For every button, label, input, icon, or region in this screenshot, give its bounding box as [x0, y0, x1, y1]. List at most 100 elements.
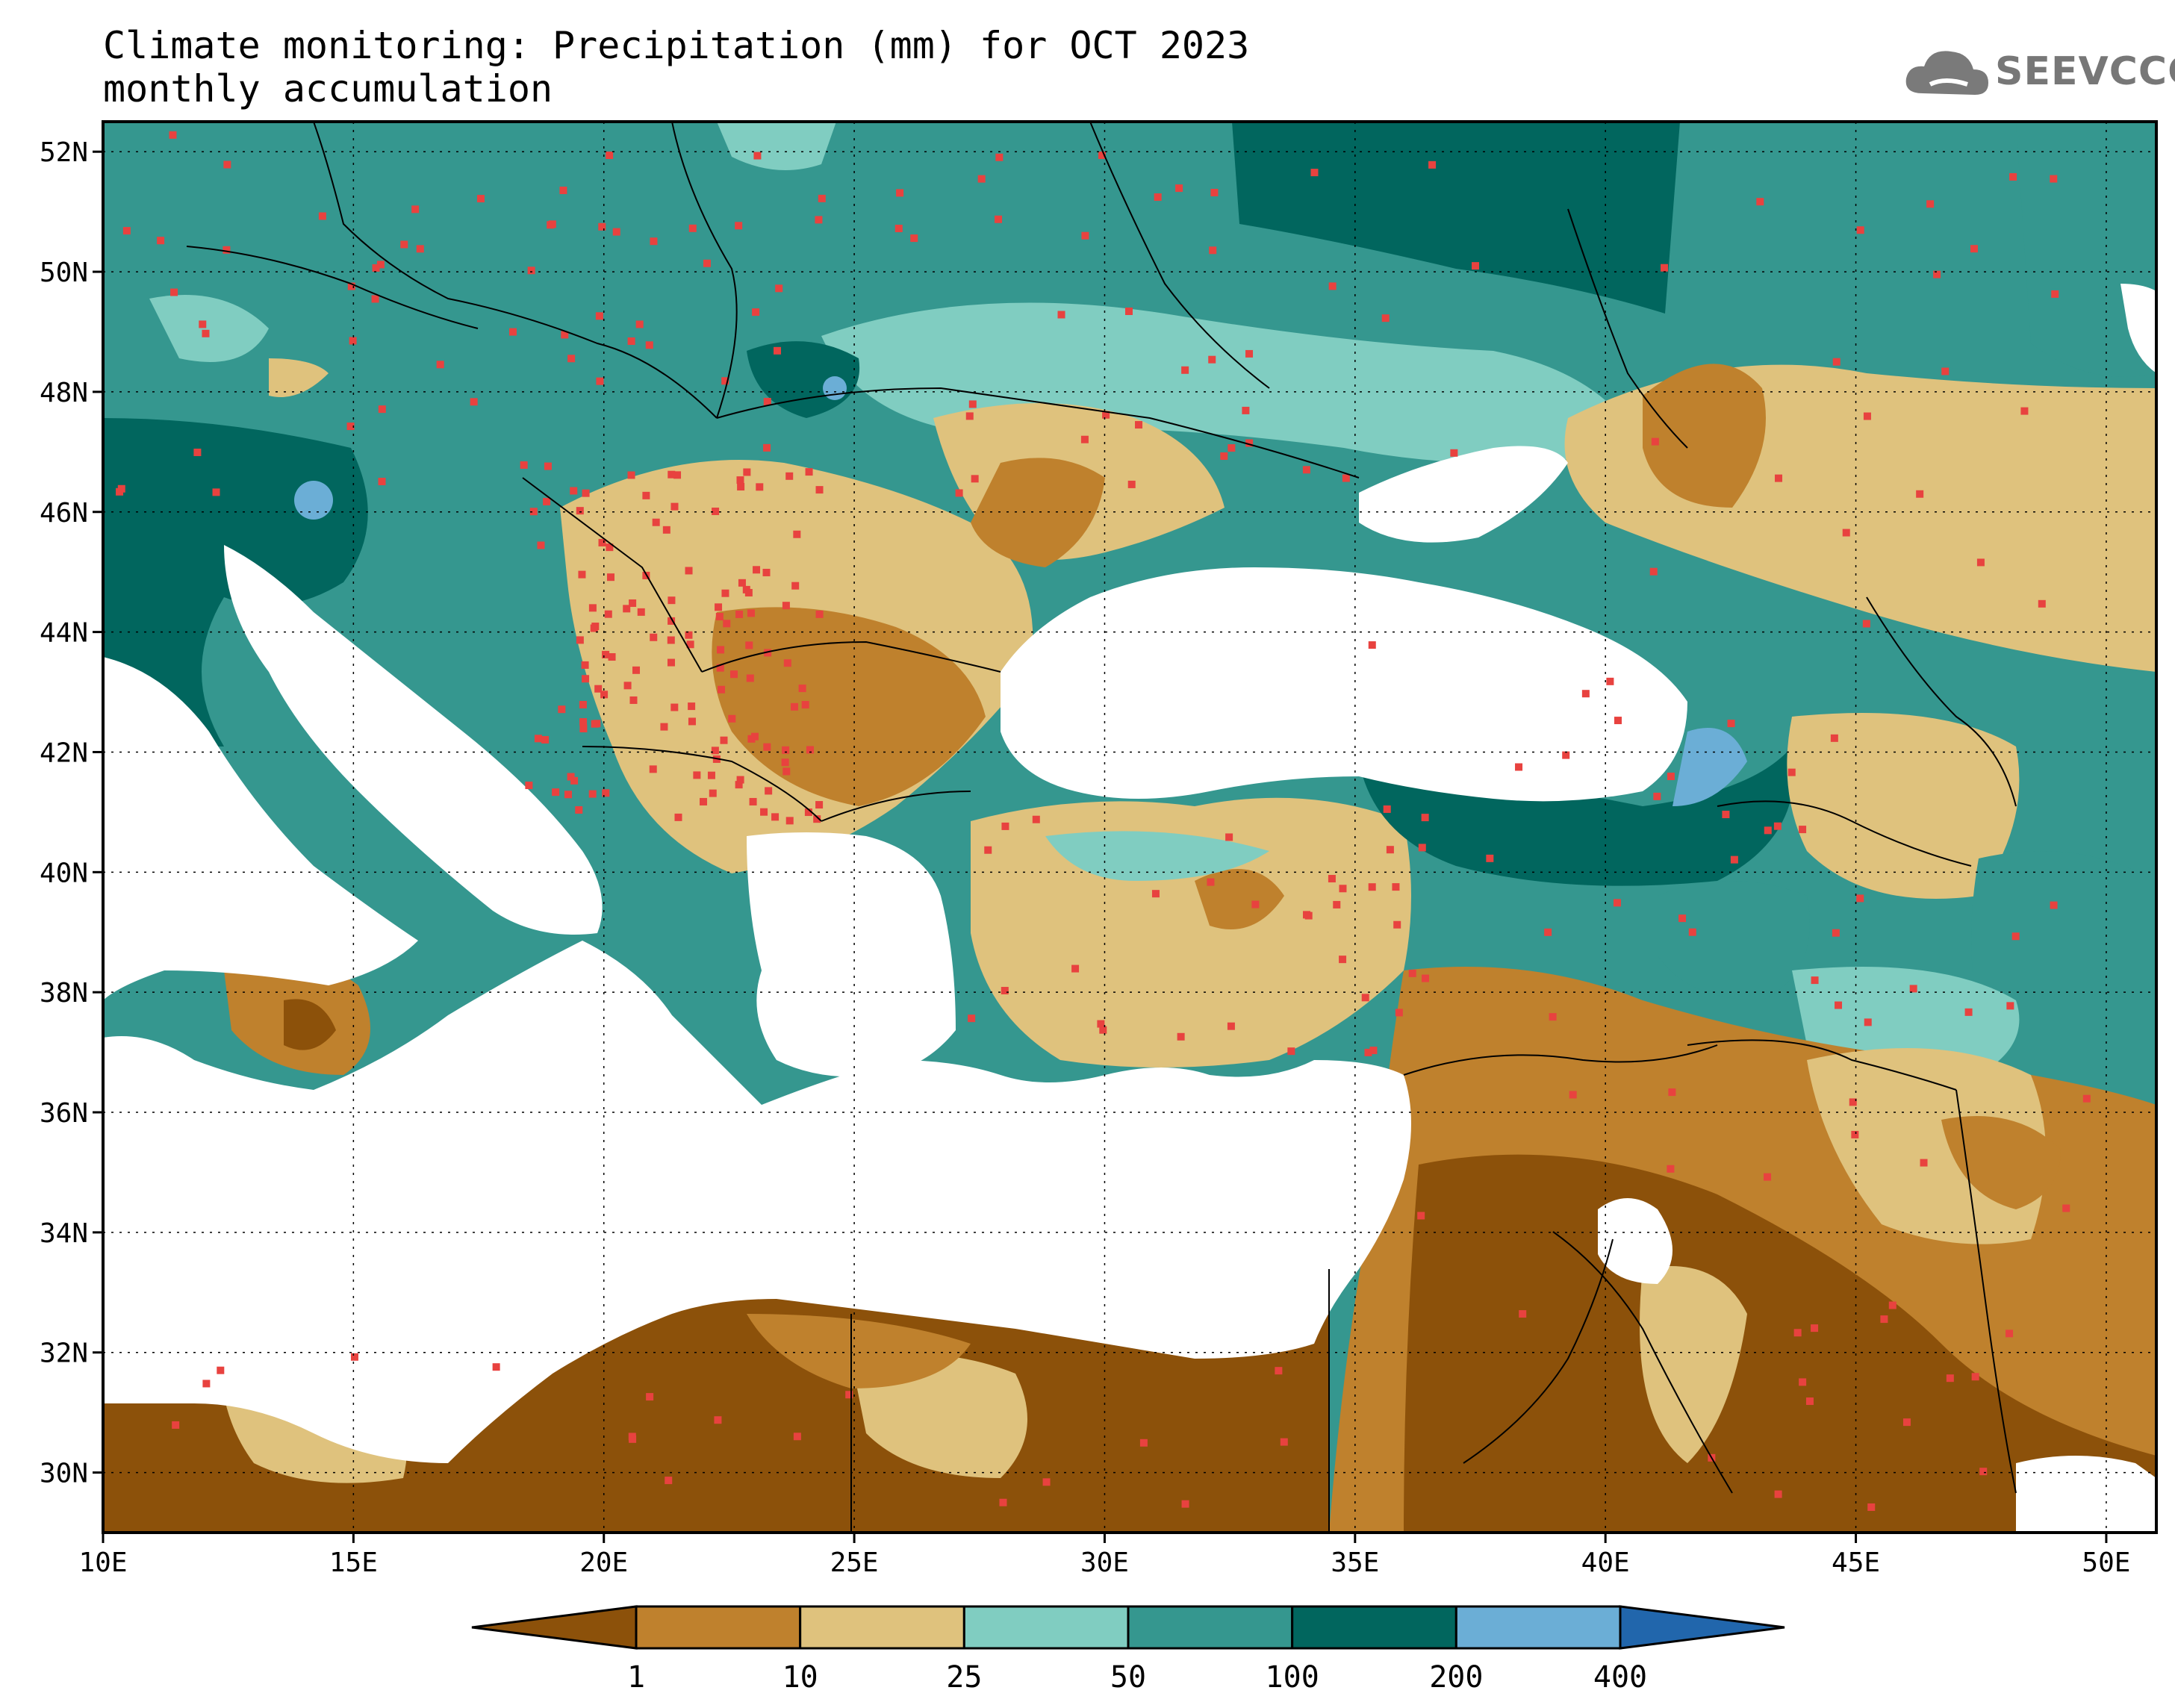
- station-marker: [685, 567, 693, 575]
- lon-tick-label: 50E: [2082, 1548, 2130, 1578]
- station-marker: [1856, 226, 1864, 234]
- station-marker: [1971, 1373, 1979, 1381]
- station-marker: [1207, 878, 1215, 886]
- station-marker: [1310, 169, 1319, 177]
- station-marker: [217, 1366, 225, 1374]
- colorbar-label: 100: [1266, 1660, 1319, 1695]
- station-marker: [1361, 994, 1369, 1002]
- station-marker: [1245, 349, 1254, 358]
- station-marker: [721, 589, 729, 597]
- station-marker: [1342, 474, 1350, 482]
- station-marker: [1688, 928, 1696, 936]
- station-marker: [1280, 1438, 1288, 1446]
- lon-tick-label: 25E: [830, 1548, 879, 1578]
- station-marker: [347, 282, 355, 290]
- station-marker: [595, 312, 603, 320]
- station-marker: [612, 228, 620, 236]
- station-marker: [543, 497, 551, 505]
- station-marker: [598, 222, 606, 231]
- station-marker: [193, 448, 202, 456]
- station-marker: [1606, 677, 1614, 685]
- station-marker: [738, 579, 746, 587]
- station-marker: [760, 808, 768, 816]
- station-marker: [896, 189, 904, 197]
- station-marker: [1902, 1418, 1911, 1427]
- station-marker: [544, 462, 552, 470]
- station-marker: [602, 650, 610, 658]
- colorbar-label: 25: [946, 1660, 982, 1695]
- station-marker: [1181, 366, 1189, 374]
- station-marker: [349, 337, 357, 345]
- lon-tick-label: 20E: [579, 1548, 628, 1578]
- station-marker: [688, 717, 696, 726]
- station-marker: [1581, 690, 1590, 698]
- station-marker: [762, 568, 771, 576]
- station-marker: [781, 758, 789, 767]
- station-marker: [747, 735, 756, 743]
- station-marker: [995, 153, 1004, 161]
- station-marker: [1099, 1026, 1107, 1034]
- station-marker: [1970, 245, 1978, 253]
- station-marker: [588, 790, 597, 798]
- station-marker: [650, 633, 658, 641]
- station-marker: [735, 610, 744, 618]
- station-marker: [223, 160, 231, 169]
- station-marker: [688, 224, 697, 232]
- station-marker: [763, 398, 771, 406]
- station-marker: [2011, 932, 2020, 941]
- station-marker: [673, 471, 682, 479]
- station-marker: [1369, 1047, 1378, 1055]
- station-marker: [728, 714, 736, 723]
- station-marker: [1472, 262, 1480, 270]
- station-marker: [1364, 1048, 1372, 1056]
- colorbar-low-arrow: [471, 1605, 638, 1650]
- station-marker: [1097, 1020, 1105, 1028]
- station-marker: [470, 398, 478, 406]
- station-marker: [378, 478, 386, 486]
- station-marker: [752, 308, 760, 317]
- station-marker: [798, 685, 806, 693]
- station-marker: [372, 264, 380, 272]
- station-marker: [346, 423, 355, 431]
- lat-tick-label: 50N: [40, 258, 88, 288]
- station-marker: [894, 225, 903, 233]
- station-marker: [1339, 885, 1347, 893]
- station-marker: [1001, 822, 1009, 830]
- lat-tick-label: 36N: [40, 1098, 88, 1129]
- station-marker: [508, 328, 517, 336]
- station-marker: [968, 400, 977, 408]
- station-marker: [1210, 188, 1219, 196]
- station-marker: [1667, 773, 1675, 781]
- station-marker: [575, 805, 583, 814]
- station-marker: [723, 620, 731, 628]
- station-marker: [845, 1391, 853, 1399]
- lat-tick-label: 34N: [40, 1218, 88, 1249]
- station-marker: [642, 491, 650, 499]
- colorbar-swatch: [962, 1605, 1130, 1650]
- station-marker: [1519, 1310, 1527, 1318]
- station-marker: [1614, 717, 1622, 725]
- station-marker: [1805, 1397, 1814, 1406]
- station-marker: [716, 664, 724, 672]
- station-marker: [785, 817, 794, 825]
- station-marker: [2050, 175, 2058, 183]
- station-marker: [756, 483, 764, 491]
- station-marker: [169, 131, 177, 139]
- station-marker: [537, 541, 545, 549]
- lat-tick-label: 52N: [40, 137, 88, 168]
- station-marker: [202, 329, 210, 337]
- station-marker: [745, 641, 753, 649]
- station-marker: [711, 747, 719, 755]
- station-marker: [2006, 1330, 2014, 1338]
- station-marker: [1057, 311, 1065, 319]
- station-marker: [1793, 1329, 1802, 1337]
- station-marker: [813, 815, 821, 823]
- station-marker: [1328, 282, 1337, 290]
- station-marker: [707, 771, 715, 779]
- station-marker: [1001, 987, 1009, 995]
- station-marker: [1651, 437, 1659, 446]
- station-marker: [632, 666, 641, 674]
- station-marker: [1863, 412, 1871, 420]
- station-marker: [1774, 1490, 1782, 1498]
- station-marker: [1888, 1301, 1896, 1309]
